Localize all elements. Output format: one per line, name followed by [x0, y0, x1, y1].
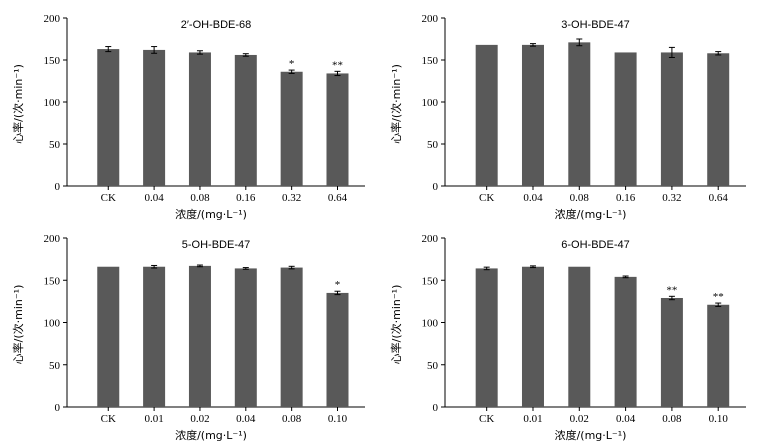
y-tick-label: 150 — [422, 55, 439, 67]
x-tick-label: CK — [101, 413, 116, 425]
y-axis-label: 心率/(次·min⁻¹) — [389, 64, 403, 144]
bar — [234, 54, 257, 187]
x-tick-label: 0.32 — [282, 192, 301, 204]
y-tick-label: 150 — [422, 275, 439, 287]
x-tick-label: 0.02 — [570, 413, 589, 425]
bar — [280, 71, 303, 186]
chart-title: 5-OH-BDE-47 — [182, 239, 250, 251]
y-tick-label: 200 — [44, 13, 61, 25]
bar — [280, 267, 303, 407]
y-tick-label: 0 — [433, 181, 439, 193]
x-tick-label: 0.10 — [709, 413, 729, 425]
y-tick-label: 200 — [422, 233, 439, 245]
x-tick-label: 0.08 — [662, 413, 682, 425]
x-tick-label: 0.02 — [190, 413, 209, 425]
x-tick-label: 0.16 — [616, 192, 636, 204]
y-tick-label: 150 — [44, 55, 61, 67]
y-tick-label: 50 — [49, 139, 61, 151]
y-tick-label: 0 — [55, 402, 61, 414]
chart-panel-6-oh-bde-47: 0 50 100 150 200 CK 0.01 0.02 0.04 0.08 ** 0.10 ** 6-… — [389, 233, 746, 442]
x-tick-label: 0.04 — [144, 192, 164, 204]
bar — [614, 276, 637, 407]
chart-panel-2oh-bde-68: 0 50 100 150 200 CK 0.04 0.08 0.16 0.32 * 0.64 ** 2′-… — [11, 13, 365, 221]
y-axis-label: 心率/(次·min⁻¹) — [11, 64, 25, 144]
y-tick-label: 50 — [49, 360, 61, 372]
x-tick-label: CK — [479, 192, 494, 204]
y-tick-label: 200 — [44, 233, 61, 245]
x-axis-label: 浓度/(mg·L⁻¹) — [555, 428, 627, 442]
bar — [234, 268, 257, 407]
x-tick-label: 0.01 — [523, 413, 542, 425]
bar — [521, 44, 544, 186]
x-tick-label: CK — [479, 413, 494, 425]
bar — [188, 265, 211, 407]
significance-marker: ** — [332, 59, 343, 71]
y-tick-label: 50 — [427, 139, 439, 151]
chart-panel-5-oh-bde-47: 0 50 100 150 200 CK 0.01 0.02 0.04 0.08 0.10 * 5-OH-… — [11, 233, 365, 442]
y-tick-label: 50 — [427, 360, 439, 372]
x-tick-label: 0.04 — [616, 413, 636, 425]
y-tick-label: 100 — [422, 318, 439, 330]
bar — [97, 49, 120, 186]
bar — [188, 52, 211, 186]
x-tick-label: 0.16 — [236, 192, 256, 204]
y-tick-label: 0 — [433, 402, 439, 414]
y-axis-label: 心率/(次·min⁻¹) — [389, 285, 403, 365]
bar — [707, 53, 730, 186]
y-tick-label: 100 — [44, 318, 61, 330]
bar — [707, 304, 730, 407]
x-tick-label: 0.04 — [523, 192, 543, 204]
bar — [475, 268, 498, 407]
x-tick-label: 0.32 — [662, 192, 681, 204]
bar — [660, 297, 683, 407]
bar — [475, 44, 498, 186]
x-tick-label: 0.10 — [328, 413, 348, 425]
x-tick-label: 0.08 — [190, 192, 210, 204]
y-tick-label: 200 — [422, 13, 439, 25]
chart-title: 6-OH-BDE-47 — [561, 239, 629, 251]
x-tick-label: 0.08 — [282, 413, 302, 425]
y-tick-label: 0 — [55, 181, 61, 193]
x-tick-label: CK — [101, 192, 116, 204]
chart-title: 2′-OH-BDE-68 — [181, 19, 252, 31]
x-axis-label: 浓度/(mg·L⁻¹) — [175, 207, 247, 221]
y-tick-label: 100 — [422, 97, 439, 109]
bar — [660, 52, 683, 186]
x-tick-label: 0.08 — [570, 192, 590, 204]
bar — [521, 266, 544, 407]
chart-panel-3-oh-bde-47: 0 50 100 150 200 CK 0.04 0.08 0.16 0.32 0.64 3-OH-B… — [389, 13, 746, 221]
bar — [568, 42, 591, 186]
bar — [568, 266, 591, 407]
significance-marker: ** — [666, 284, 677, 296]
bar — [143, 49, 166, 186]
bar — [143, 266, 166, 407]
significance-marker: ** — [713, 291, 724, 303]
significance-marker: * — [335, 279, 341, 291]
y-tick-label: 150 — [44, 275, 61, 287]
x-tick-label: 0.64 — [328, 192, 348, 204]
y-axis-label: 心率/(次·min⁻¹) — [11, 285, 25, 365]
x-axis-label: 浓度/(mg·L⁻¹) — [555, 207, 627, 221]
x-tick-label: 0.04 — [236, 413, 256, 425]
bar — [326, 73, 349, 186]
x-tick-label: 0.01 — [144, 413, 163, 425]
x-tick-label: 0.64 — [709, 192, 729, 204]
bar — [97, 266, 120, 407]
significance-marker: * — [289, 58, 295, 70]
y-tick-label: 100 — [44, 97, 61, 109]
x-axis-label: 浓度/(mg·L⁻¹) — [175, 428, 247, 442]
bar — [326, 292, 349, 407]
chart-title: 3-OH-BDE-47 — [561, 19, 629, 31]
bar — [614, 52, 637, 186]
